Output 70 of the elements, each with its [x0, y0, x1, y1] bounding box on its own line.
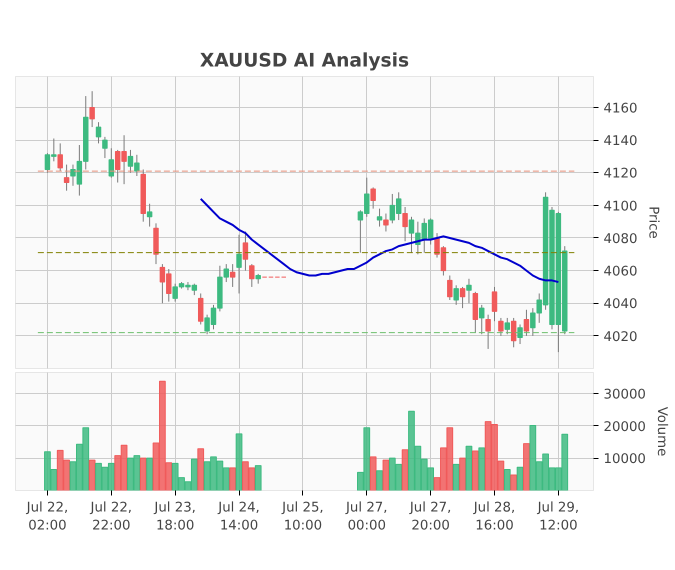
bar	[376, 470, 383, 490]
candlestick	[146, 203, 152, 228]
candlestick	[57, 142, 63, 172]
y-tick-label: 4060	[604, 264, 638, 280]
bar	[523, 443, 530, 490]
y-tick-label: 4120	[604, 166, 638, 182]
x-tick-label: Jul 29, 12:00	[536, 500, 580, 534]
x-tick-label: Jul 24, 14:00	[217, 500, 260, 534]
candlestick	[108, 148, 114, 178]
candlestick	[498, 317, 504, 336]
candlestick	[466, 278, 472, 304]
bar	[236, 433, 242, 490]
bar	[472, 450, 479, 490]
x-tick-label: Jul 28, 16:00	[472, 500, 516, 534]
line-series	[200, 198, 560, 284]
candlestick	[504, 317, 510, 335]
bar	[197, 448, 204, 490]
y-tick-label: 4140	[604, 134, 638, 150]
bar	[370, 456, 377, 490]
y-tick-label: 4020	[604, 330, 638, 345]
bar	[254, 465, 262, 490]
candlestick	[249, 264, 255, 288]
x-tick-label: Jul 22, 22:00	[90, 500, 132, 534]
x-tick-label: Jul 22, 02:00	[26, 500, 68, 534]
bar	[146, 458, 153, 490]
y-axis-title: Volume	[654, 406, 669, 456]
bar	[402, 449, 408, 490]
candlestick	[102, 136, 108, 159]
candlestick	[460, 286, 466, 309]
y-tick-label: 20000	[604, 420, 646, 435]
candlestick	[89, 90, 95, 128]
x-tick-label: Jul 25, 10:00	[281, 500, 324, 534]
y-tick-label: 4080	[604, 232, 638, 247]
bar	[504, 468, 511, 490]
candlestick	[492, 286, 498, 322]
candlestick	[517, 324, 523, 345]
candlestick	[453, 284, 459, 306]
candlestick	[230, 264, 236, 288]
bar	[382, 460, 390, 490]
candlestick	[524, 309, 530, 336]
bar	[516, 466, 524, 490]
candlestick	[96, 122, 102, 144]
bar	[459, 458, 466, 490]
bar	[88, 460, 96, 490]
bar	[510, 474, 518, 490]
x-tick-label: Jul 27, 00:00	[345, 500, 388, 534]
candlestick	[236, 234, 242, 294]
candlestick	[255, 273, 261, 284]
y-tick-label: 4040	[604, 297, 638, 312]
y-tick-label: 4100	[604, 199, 638, 214]
candlestick	[198, 292, 204, 325]
candlestick	[383, 213, 389, 232]
candlestick	[402, 206, 408, 242]
y-axis-title: Price	[645, 206, 660, 239]
candlestick	[64, 164, 70, 192]
candlestick	[478, 304, 484, 335]
candlestick	[510, 317, 516, 348]
y-tick-label: 10000	[604, 452, 646, 468]
bar	[466, 446, 472, 490]
bar	[140, 458, 147, 490]
candlestick	[485, 314, 491, 350]
candlestick	[447, 275, 453, 300]
y-tick-label: 30000	[604, 388, 646, 403]
candlestick	[370, 186, 376, 210]
x-tick-label: Jul 27, 20:00	[408, 500, 452, 534]
candlestick	[376, 208, 382, 228]
y-tick-label: 4160	[604, 101, 638, 116]
x-tick-label: Jul 23, 18:00	[153, 500, 196, 534]
chart-title: XAUUSD AI Analysis	[200, 50, 410, 72]
candlestick	[242, 230, 248, 272]
